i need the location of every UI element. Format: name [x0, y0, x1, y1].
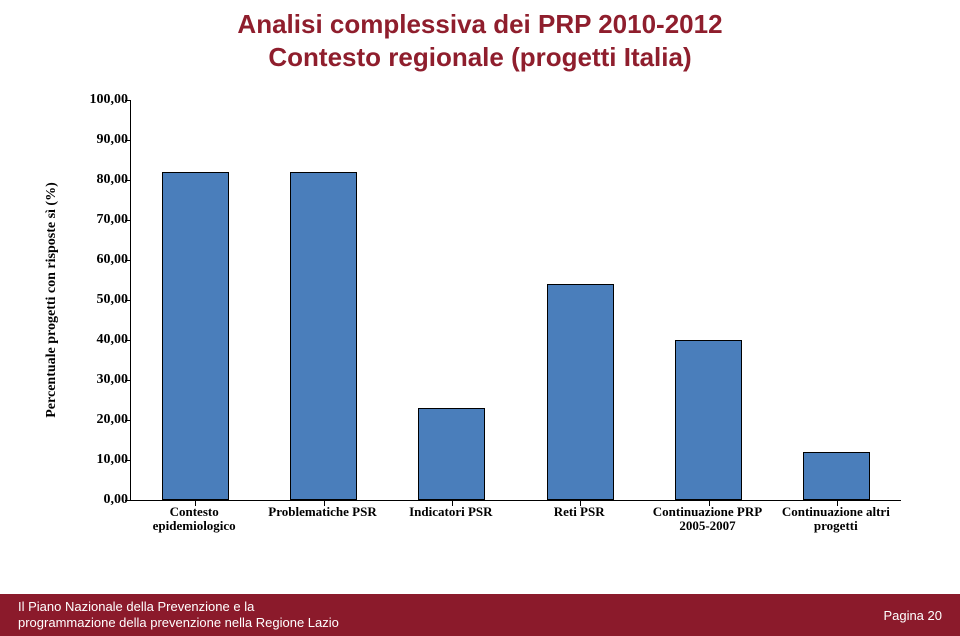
footer-page: Pagina 20 [883, 608, 942, 623]
bar [803, 452, 870, 500]
footer-right: Pagina 20 [883, 608, 942, 623]
y-axis-ticks: 0,0010,0020,0030,0040,0050,0060,0070,008… [72, 100, 128, 500]
plot-area [130, 100, 901, 501]
chart-container: Percentuale progetti con risposte sì (%)… [40, 90, 920, 580]
y-tick-label: 10,00 [72, 452, 128, 468]
bars-group [131, 100, 901, 500]
x-tick-label: Problematiche PSR [258, 505, 386, 519]
footer-line1: Il Piano Nazionale della Prevenzione e l… [18, 599, 254, 614]
y-axis-label-text: Percentuale progetti con risposte sì (%) [44, 182, 60, 418]
bar [162, 172, 229, 500]
bar [418, 408, 485, 500]
x-tick-label: Indicatori PSR [387, 505, 515, 519]
y-tick-label: 70,00 [72, 212, 128, 228]
x-tick-label: Continuazione altriprogetti [772, 505, 900, 534]
title-line1: Analisi complessiva dei PRP 2010-2012 [237, 9, 722, 39]
y-tick-label: 20,00 [72, 412, 128, 428]
y-tick-label: 100,00 [72, 92, 128, 108]
footer: Il Piano Nazionale della Prevenzione e l… [0, 594, 960, 636]
x-tick-label: Continuazione PRP2005-2007 [643, 505, 771, 534]
y-tick-label: 50,00 [72, 292, 128, 308]
y-tick-label: 90,00 [72, 132, 128, 148]
y-tick-label: 40,00 [72, 332, 128, 348]
footer-line2: programmazione della prevenzione nella R… [18, 615, 339, 630]
x-tick-label: Reti PSR [515, 505, 643, 519]
bar [547, 284, 614, 500]
y-tick-label: 80,00 [72, 172, 128, 188]
y-tick-label: 60,00 [72, 252, 128, 268]
y-tick-label: 30,00 [72, 372, 128, 388]
y-axis-label: Percentuale progetti con risposte sì (%) [40, 90, 64, 510]
x-tick-label: Contestoepidemiologico [130, 505, 258, 534]
slide-title: Analisi complessiva dei PRP 2010-2012 Co… [0, 0, 960, 73]
bar [675, 340, 742, 500]
footer-left: Il Piano Nazionale della Prevenzione e l… [18, 599, 883, 630]
y-tick-label: 0,00 [72, 492, 128, 508]
title-line2: Contesto regionale (progetti Italia) [268, 42, 691, 72]
bar [290, 172, 357, 500]
x-axis-labels: ContestoepidemiologicoProblematiche PSRI… [130, 505, 900, 565]
